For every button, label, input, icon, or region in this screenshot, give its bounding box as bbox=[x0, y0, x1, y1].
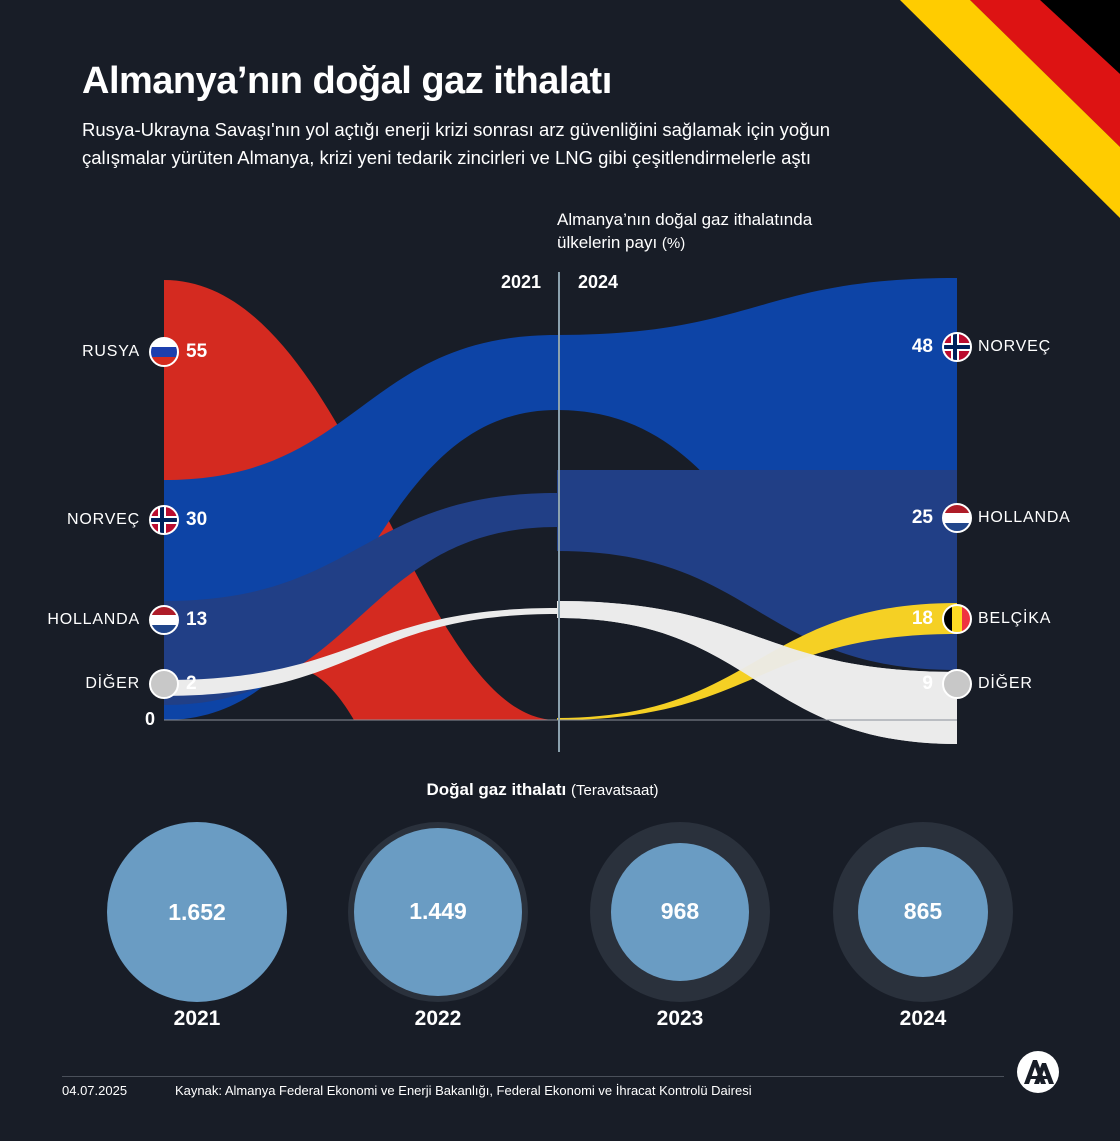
bubble-2023: 968 bbox=[590, 822, 770, 1002]
right-label-3: DİĞER bbox=[978, 673, 1033, 692]
left-label-3: DİĞER bbox=[85, 673, 140, 692]
right-value-0: 48 bbox=[912, 336, 933, 357]
sankey-chart: 0 2021 2024 RUSYA 55 NORVEÇ 30 HOLLANDA 13 DİĞER 2… bbox=[47, 272, 1071, 752]
bubble-2021: 1.652 bbox=[107, 822, 287, 1002]
bubble-2024: 865 bbox=[833, 822, 1013, 1002]
sankey-caption-unit: (%) bbox=[661, 235, 686, 252]
bubble-year-label: 2024 bbox=[899, 1007, 947, 1030]
right-label-2: BELÇİKA bbox=[978, 608, 1051, 627]
german-flag-stripes bbox=[900, 0, 1120, 218]
left-flag-netherlands-icon bbox=[149, 605, 179, 635]
aa-logo-icon bbox=[1017, 1051, 1059, 1093]
sankey-flows bbox=[164, 278, 957, 744]
sankey-caption: Almanya’nın doğal gaz ithalatında ülkele… bbox=[557, 208, 857, 255]
right-circle-icon bbox=[942, 669, 972, 699]
bubble-value: 1.652 bbox=[107, 822, 287, 1002]
sankey-caption-text: Almanya’nın doğal gaz ithalatında ülkele… bbox=[557, 210, 813, 252]
bubble-year-label: 2023 bbox=[656, 1007, 704, 1030]
right-flag-netherlands-icon bbox=[942, 503, 972, 533]
footer-divider bbox=[62, 1076, 1004, 1077]
year-label-2024: 2024 bbox=[578, 272, 618, 292]
zero-label: 0 bbox=[145, 709, 155, 729]
right-value-3: 9 bbox=[922, 673, 933, 694]
left-value-2: 13 bbox=[186, 609, 207, 630]
right-flag-belgium-icon bbox=[942, 604, 972, 634]
left-value-0: 55 bbox=[186, 341, 208, 362]
bubble-value: 968 bbox=[611, 843, 749, 981]
flow-other-left bbox=[164, 608, 557, 696]
flow-netherlands-left bbox=[164, 493, 557, 705]
bubble-title-unit: (Teravatsaat) bbox=[570, 782, 659, 799]
right-label-1: HOLLANDA bbox=[978, 509, 1071, 526]
flag-stripe-gold bbox=[900, 0, 1120, 218]
bubble-year-label: 2022 bbox=[414, 1007, 462, 1030]
right-flag-norway-icon bbox=[942, 332, 972, 362]
left-label-2: HOLLANDA bbox=[47, 611, 140, 628]
left-circle-icon bbox=[149, 669, 179, 699]
year-label-2021: 2021 bbox=[501, 272, 541, 292]
page-subtitle: Rusya-Ukrayna Savaşı'nın yol açtığı ener… bbox=[82, 119, 830, 168]
left-value-3: 2 bbox=[186, 673, 197, 694]
bubble-title-text: Doğal gaz ithalatı bbox=[426, 780, 567, 799]
footer-date: 04.07.2025 bbox=[62, 1083, 128, 1098]
bubble-chart-title: Doğal gaz ithalatı (Teravatsaat) bbox=[0, 780, 1085, 800]
right-label-0: NORVEÇ bbox=[978, 338, 1051, 355]
flow-other-right-overlay bbox=[557, 601, 957, 744]
bubble-value: 865 bbox=[857, 846, 989, 978]
left-label-0: RUSYA bbox=[82, 343, 140, 360]
left-flag-norway-icon bbox=[149, 505, 179, 535]
footer-source: Kaynak: Almanya Federal Ekonomi ve Enerj… bbox=[175, 1083, 752, 1098]
left-flag-russia-icon bbox=[149, 337, 179, 367]
bubble-value: 1.449 bbox=[353, 827, 523, 997]
left-value-1: 30 bbox=[186, 509, 207, 530]
bubble-2022: 1.449 bbox=[348, 822, 528, 1002]
right-value-1: 25 bbox=[912, 507, 934, 528]
bubble-year-label: 2021 bbox=[173, 1007, 221, 1030]
right-value-2: 18 bbox=[912, 608, 933, 629]
left-label-1: NORVEÇ bbox=[67, 511, 140, 528]
page-title: Almanya’nın doğal gaz ithalatı bbox=[82, 60, 612, 102]
